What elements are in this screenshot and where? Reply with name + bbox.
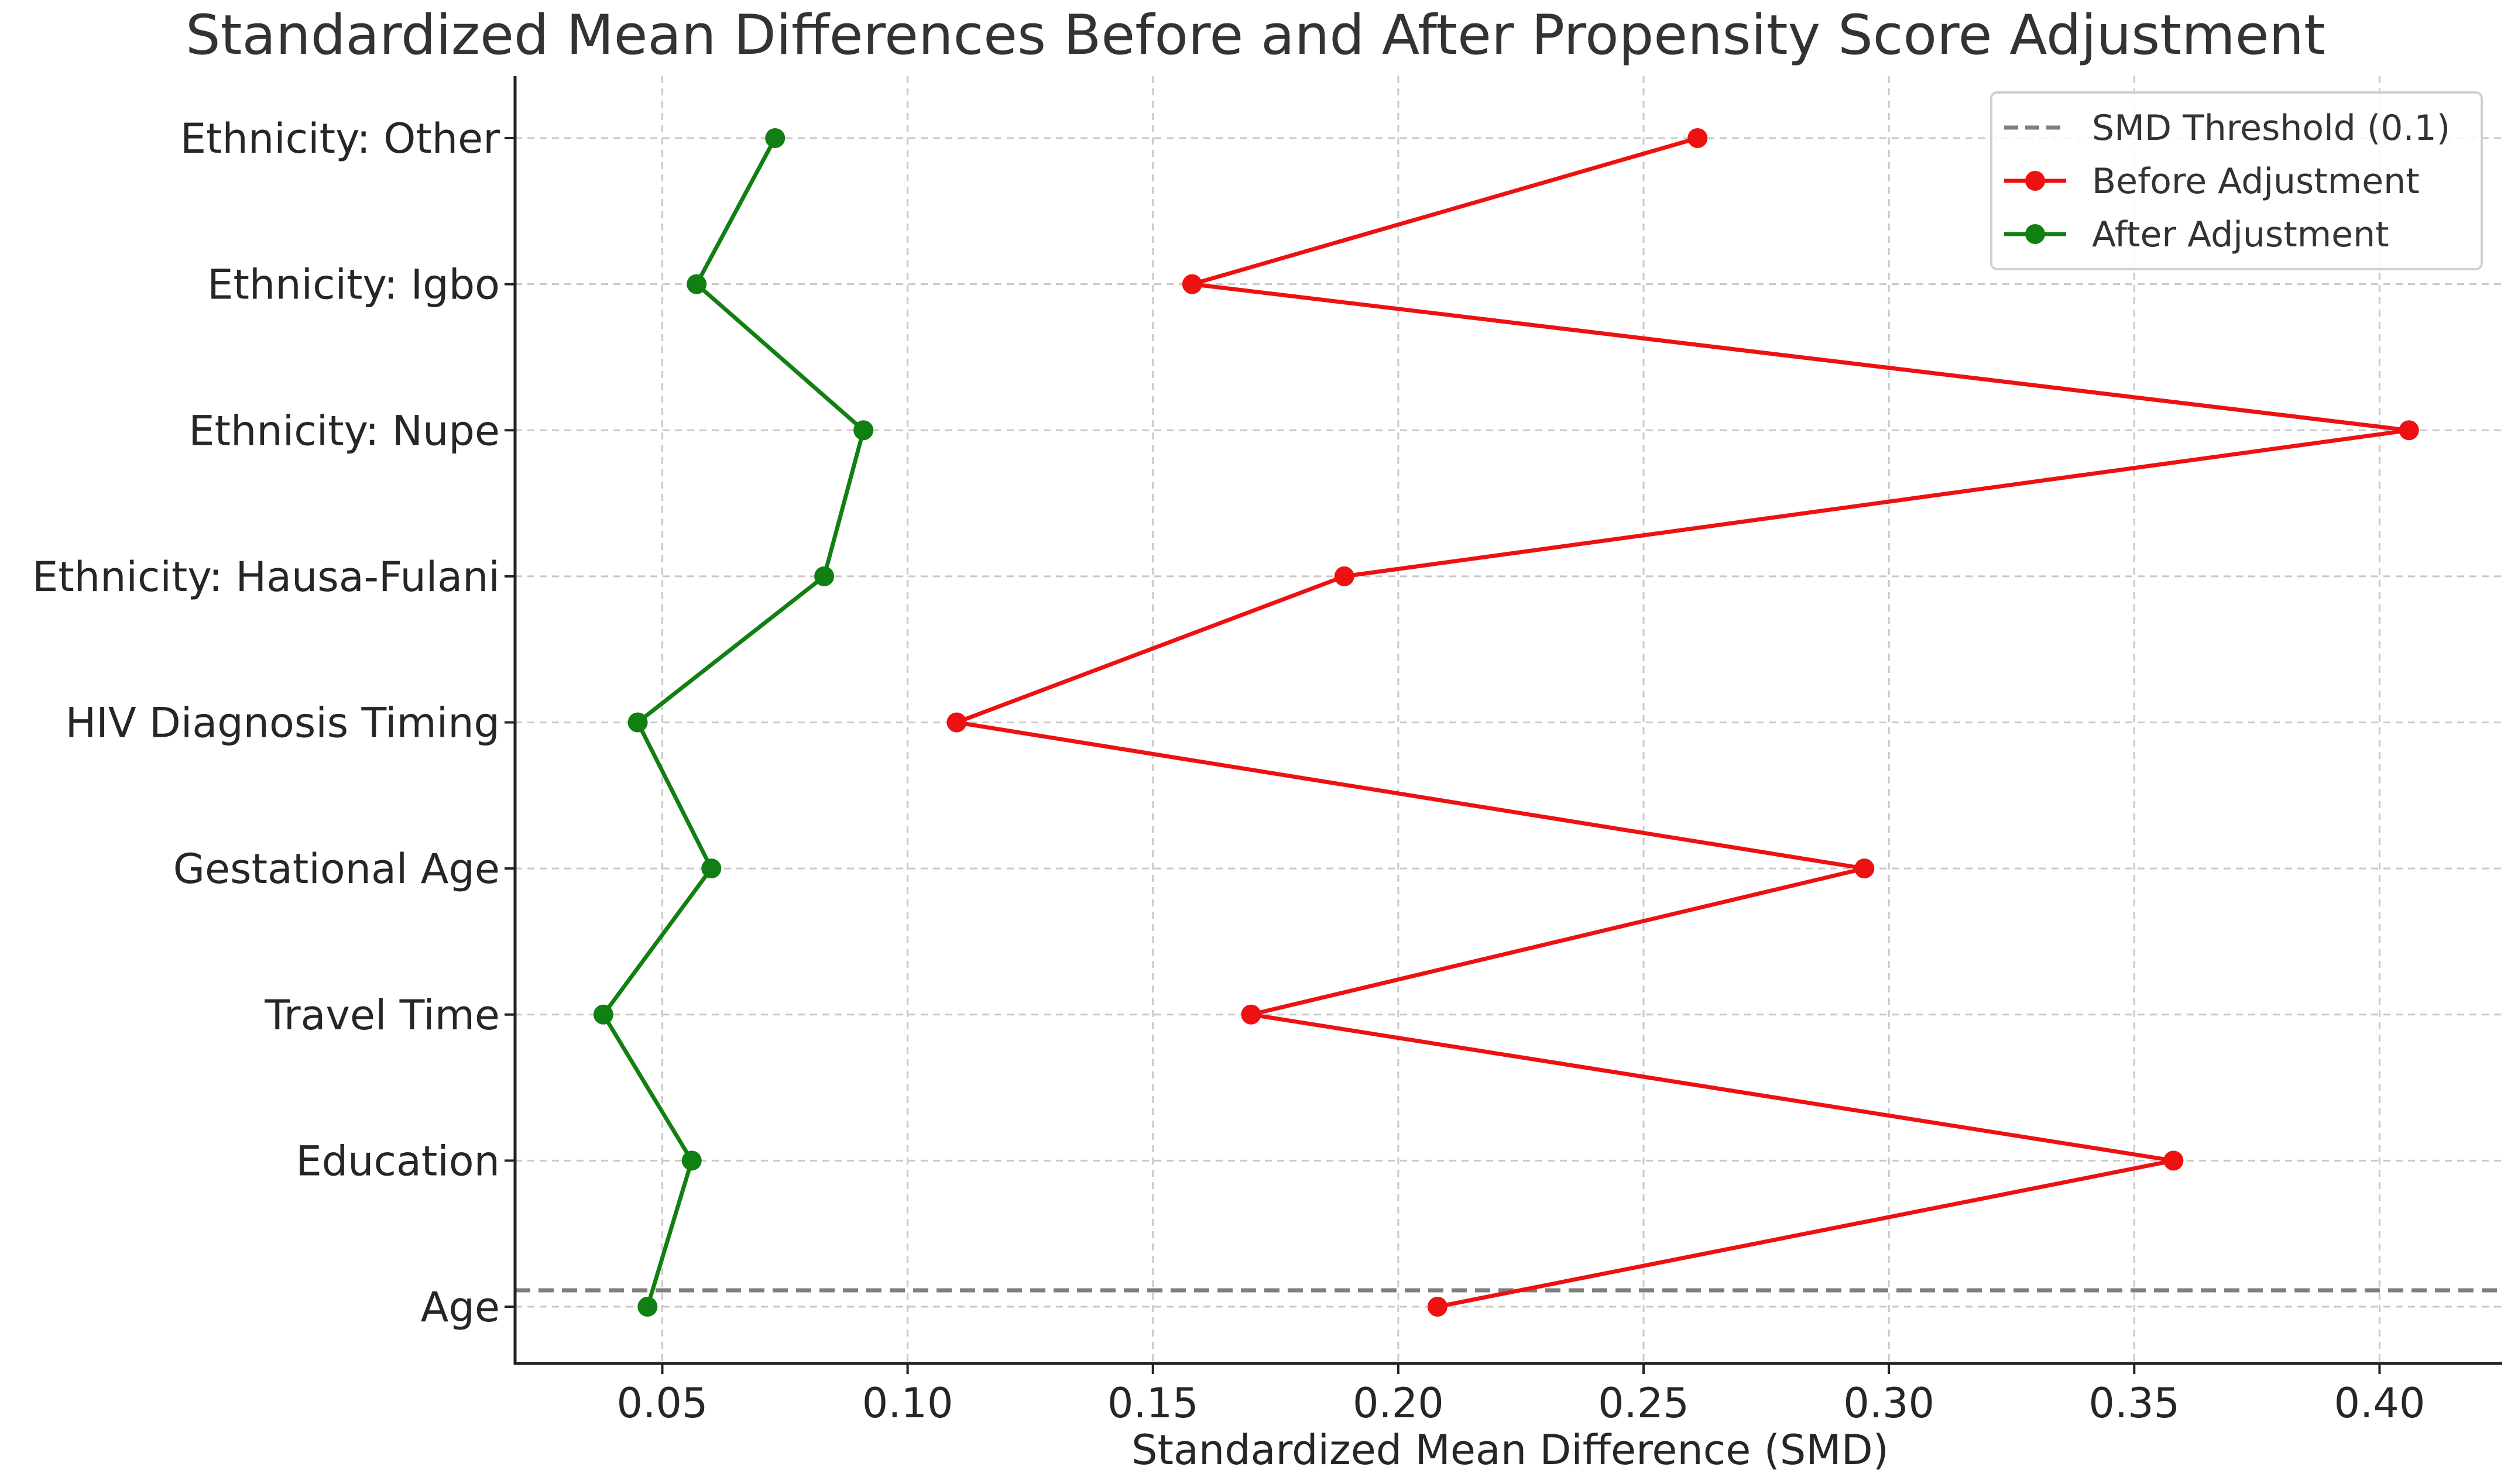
x-tick-label: 0.25 — [1598, 1379, 1689, 1427]
data-point — [2163, 1150, 2184, 1171]
data-point — [765, 128, 785, 148]
legend-label: Before Adjustment — [2092, 161, 2420, 202]
data-point — [701, 858, 722, 879]
x-tick-label: 0.15 — [1107, 1379, 1199, 1427]
tick-labels: 0.05 0.10 0.15 0.20 0.25 0.30 0.35 0.40 Age Educa… — [32, 115, 2425, 1427]
y-tick-label: Ethnicity: Other — [180, 115, 500, 163]
y-tick-label: Ethnicity: Igbo — [207, 261, 500, 309]
data-point — [1334, 566, 1354, 586]
data-point — [946, 712, 967, 733]
series-layer — [593, 128, 2419, 1317]
y-tick-label: Age — [421, 1283, 500, 1331]
data-point — [2399, 420, 2419, 441]
legend-swatch-marker — [2025, 224, 2045, 244]
x-tick-label: 0.40 — [2334, 1379, 2426, 1427]
data-point — [593, 1004, 613, 1025]
data-point — [853, 420, 874, 441]
axes — [505, 76, 2502, 1374]
y-tick-label: Education — [296, 1137, 500, 1185]
chart-title: Standardized Mean Differences Before and… — [186, 4, 2325, 67]
data-point — [687, 274, 707, 294]
legend-box — [1990, 91, 2483, 270]
x-tick-label: 0.30 — [1843, 1379, 1934, 1427]
x-axis-label: Standardized Mean Difference (SMD) — [1131, 1426, 1889, 1474]
x-tick-label: 0.10 — [862, 1379, 953, 1427]
data-point — [1687, 128, 1708, 148]
data-point — [1854, 858, 1875, 879]
x-tick-label: 0.05 — [617, 1379, 708, 1427]
y-tick-label: Ethnicity: Hausa-Fulani — [32, 553, 500, 601]
y-tick-label: Ethnicity: Nupe — [188, 407, 500, 455]
data-point — [681, 1150, 702, 1171]
legend: SMD Threshold (0.1) Before Adjustment Afte… — [1990, 91, 2483, 270]
legend-label: SMD Threshold (0.1) — [2092, 108, 2450, 149]
y-tick-label: Gestational Age — [173, 845, 500, 893]
legend-swatch-marker — [2025, 171, 2045, 191]
y-tick-label: HIV Diagnosis Timing — [66, 699, 500, 747]
data-point — [814, 566, 835, 586]
y-tick-label: Travel Time — [264, 991, 500, 1039]
x-tick-label: 0.35 — [2088, 1379, 2180, 1427]
data-point — [637, 1297, 658, 1317]
data-point — [1241, 1004, 1261, 1025]
data-point — [1182, 274, 1202, 294]
grid — [515, 76, 2502, 1363]
data-point — [1427, 1297, 1447, 1317]
legend-label: After Adjustment — [2092, 214, 2389, 255]
data-point — [627, 712, 648, 733]
x-tick-label: 0.20 — [1353, 1379, 1444, 1427]
